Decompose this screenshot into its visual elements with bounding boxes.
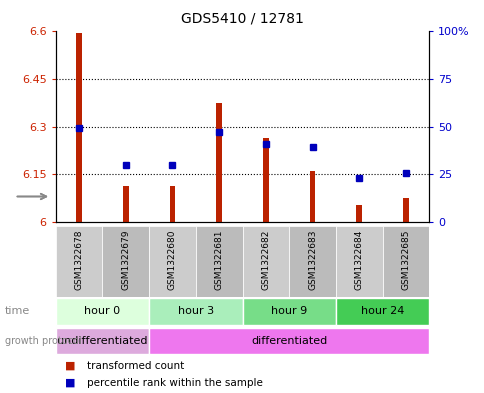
Bar <box>288 226 335 297</box>
Bar <box>309 171 315 222</box>
Text: time: time <box>5 307 30 316</box>
Bar <box>242 226 288 297</box>
Text: GSM1322683: GSM1322683 <box>307 230 317 290</box>
Bar <box>56 226 102 297</box>
Bar <box>169 185 175 222</box>
Bar <box>402 198 408 222</box>
Bar <box>335 298 428 325</box>
Text: undifferentiated: undifferentiated <box>57 336 148 346</box>
Text: differentiated: differentiated <box>251 336 327 346</box>
Text: hour 3: hour 3 <box>178 307 213 316</box>
Bar <box>149 328 428 354</box>
Bar <box>216 103 222 222</box>
Bar <box>56 298 149 325</box>
Text: hour 24: hour 24 <box>360 307 403 316</box>
Bar <box>196 226 242 297</box>
Text: GSM1322679: GSM1322679 <box>121 230 130 290</box>
Text: GDS5410 / 12781: GDS5410 / 12781 <box>181 12 303 26</box>
Text: GSM1322684: GSM1322684 <box>354 230 363 290</box>
Bar <box>262 138 268 222</box>
Text: GSM1322685: GSM1322685 <box>401 230 409 290</box>
Bar <box>149 226 196 297</box>
Bar <box>242 298 335 325</box>
Bar <box>149 298 242 325</box>
Bar <box>356 205 361 222</box>
Text: growth protocol: growth protocol <box>5 336 81 346</box>
Text: transformed count: transformed count <box>87 361 184 371</box>
Text: ■: ■ <box>65 378 76 387</box>
Bar <box>102 226 149 297</box>
Bar <box>335 226 382 297</box>
Bar <box>76 33 82 222</box>
Text: hour 0: hour 0 <box>84 307 120 316</box>
Bar <box>56 328 149 354</box>
Text: ■: ■ <box>65 361 76 371</box>
Text: percentile rank within the sample: percentile rank within the sample <box>87 378 263 387</box>
Text: GSM1322682: GSM1322682 <box>261 230 270 290</box>
Bar <box>382 226 428 297</box>
Text: GSM1322680: GSM1322680 <box>167 230 177 290</box>
Text: hour 9: hour 9 <box>271 307 307 316</box>
Bar <box>123 185 128 222</box>
Text: GSM1322678: GSM1322678 <box>75 230 83 290</box>
Text: GSM1322681: GSM1322681 <box>214 230 223 290</box>
